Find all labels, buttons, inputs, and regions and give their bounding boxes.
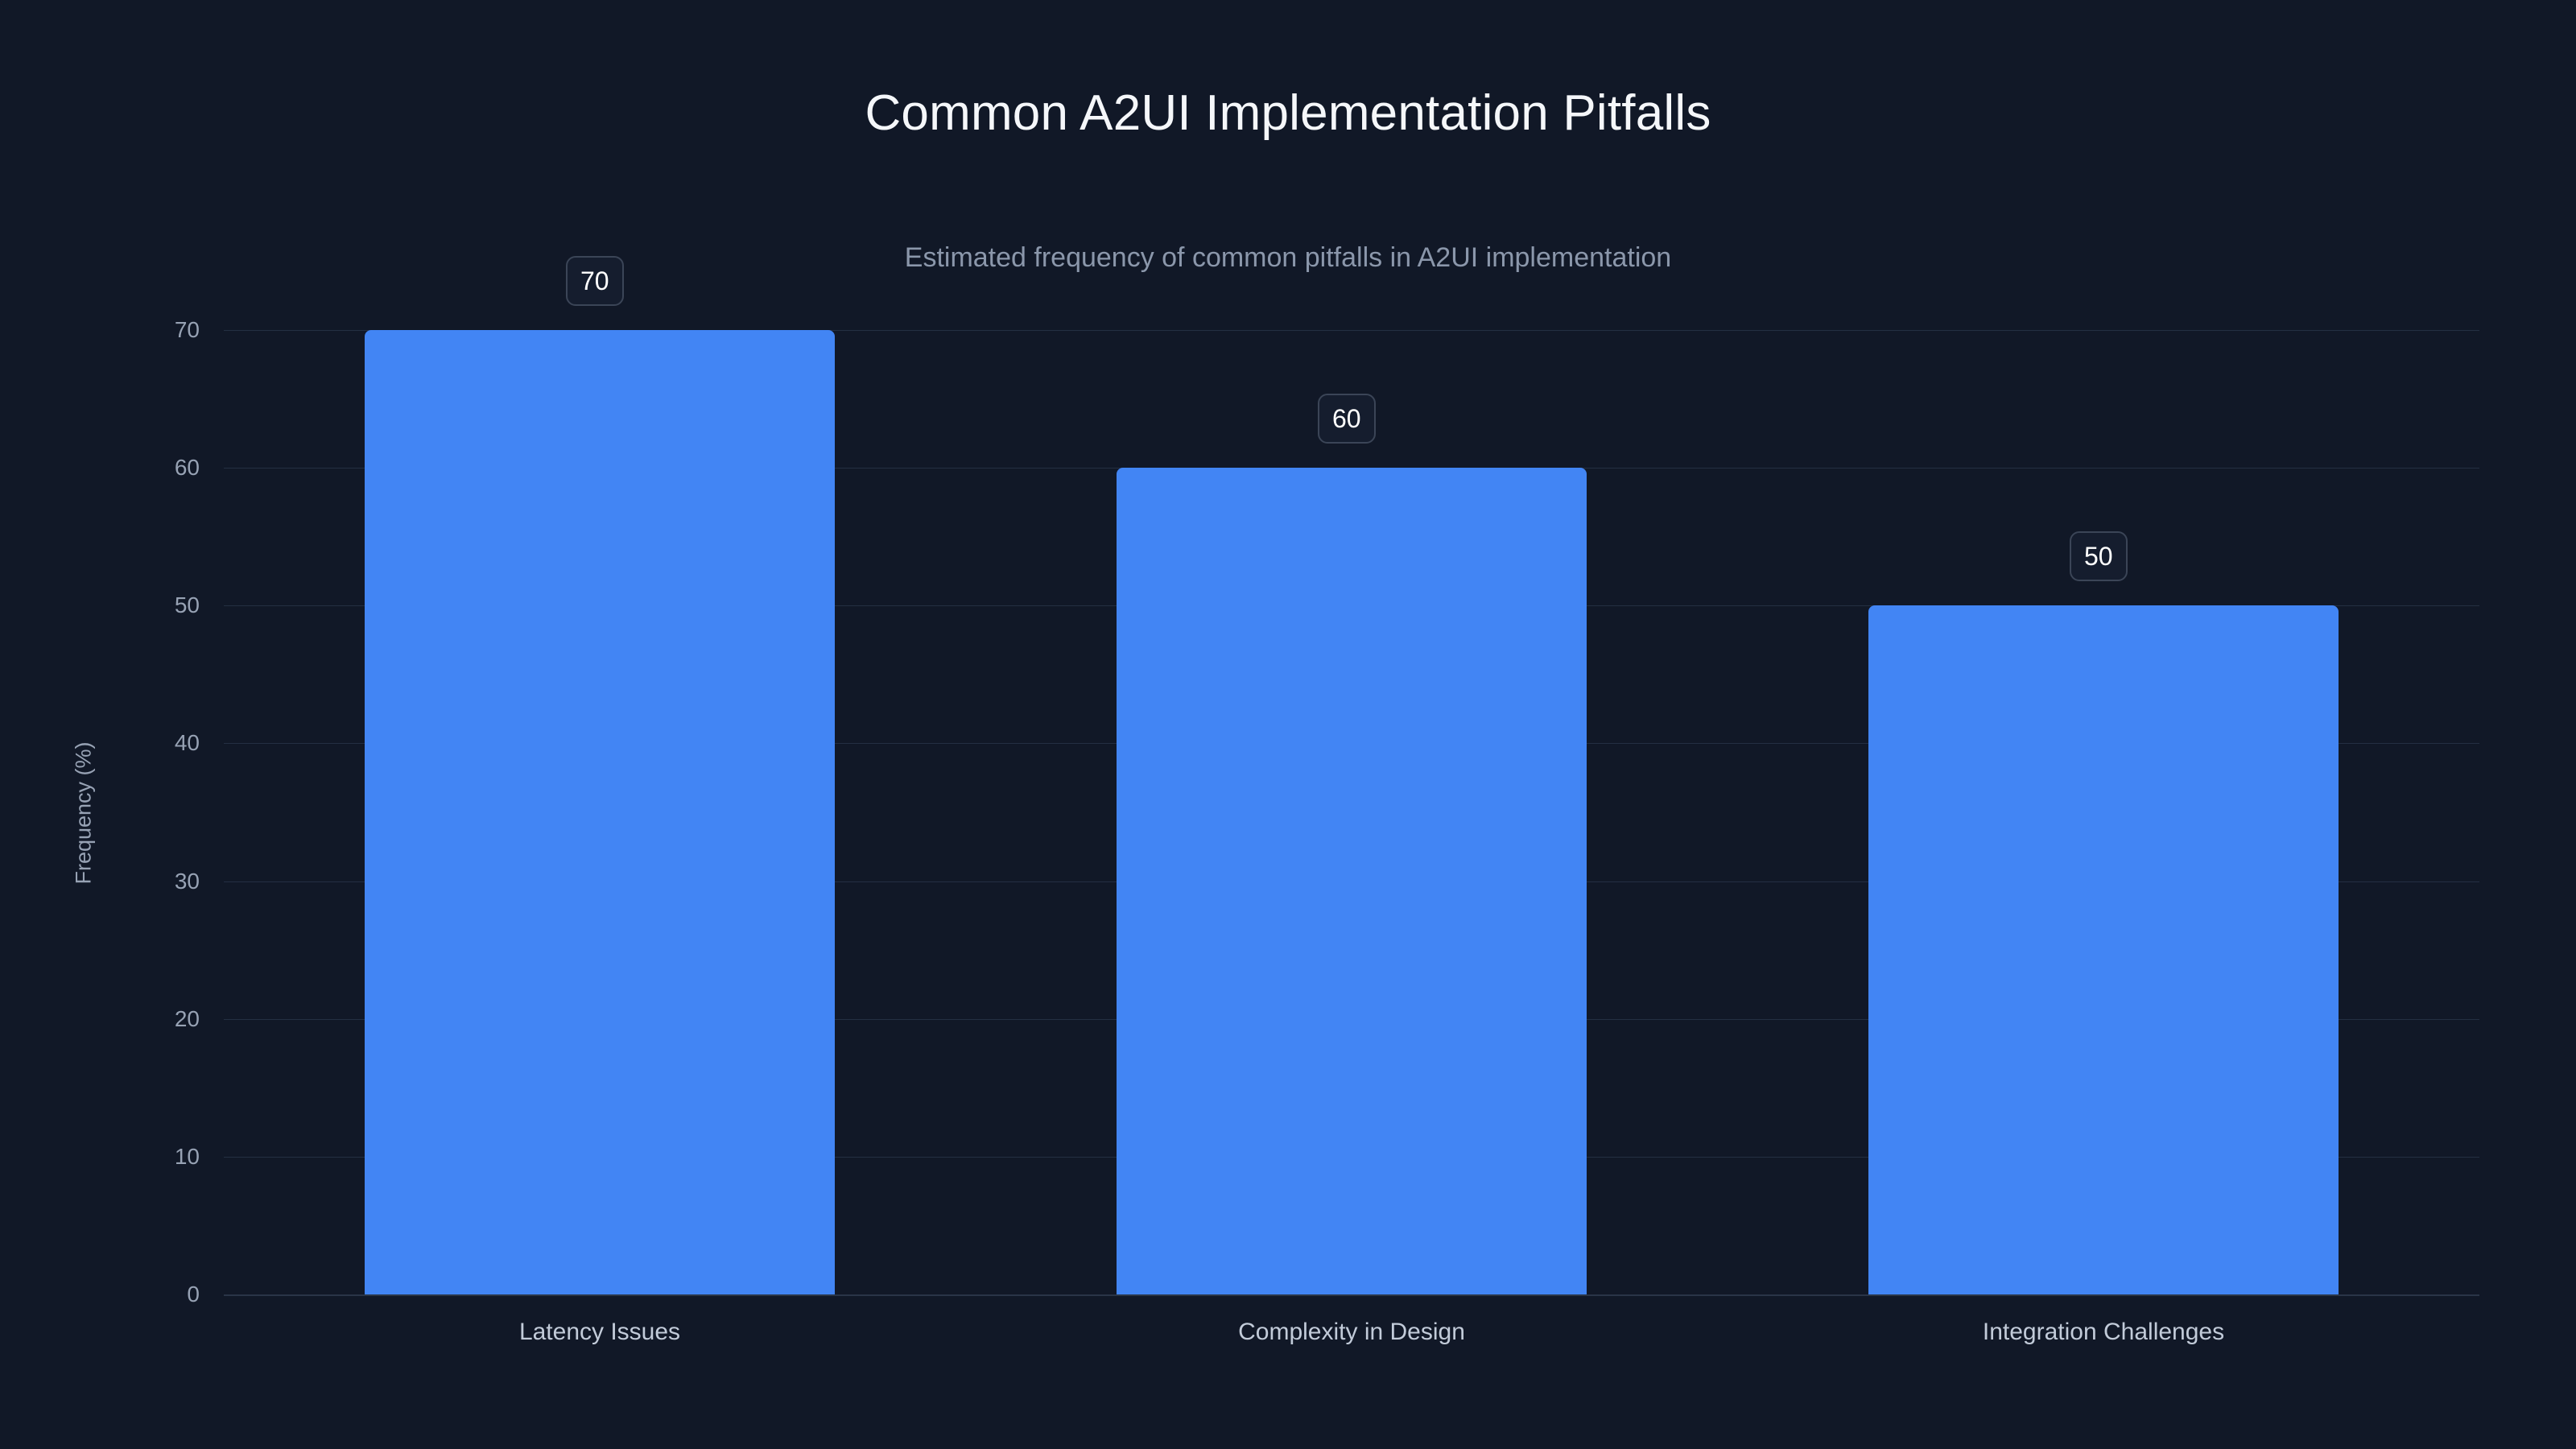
x-axis-category-label: Integration Challenges — [1982, 1319, 2225, 1345]
bar-value-badge: 60 — [1318, 394, 1376, 444]
y-axis-tick-label: 50 — [174, 592, 200, 618]
y-axis-tick-label: 0 — [187, 1282, 200, 1307]
y-axis-tick-label: 10 — [174, 1143, 200, 1169]
bar[interactable] — [1117, 468, 1587, 1294]
bar-value-badge: 70 — [566, 256, 624, 306]
x-axis-line — [224, 1294, 2479, 1296]
bar[interactable] — [1868, 605, 2339, 1294]
chart-title: Common A2UI Implementation Pitfalls — [865, 85, 1711, 141]
chart-subtitle: Estimated frequency of common pitfalls i… — [904, 242, 1672, 273]
y-axis-tick-label: 30 — [174, 868, 200, 894]
plot-area — [224, 330, 2479, 1295]
bar[interactable] — [365, 330, 835, 1294]
y-axis-tick-label: 40 — [174, 730, 200, 756]
y-axis-tick-label: 20 — [174, 1005, 200, 1031]
y-axis-title: Frequency (%) — [71, 741, 96, 885]
x-axis-category-label: Latency Issues — [518, 1319, 681, 1345]
bar-value-badge: 50 — [2070, 531, 2128, 582]
y-axis-tick-label: 70 — [174, 317, 200, 342]
x-axis-category-label: Complexity in Design — [1238, 1319, 1465, 1345]
y-axis-tick-label: 60 — [174, 455, 200, 481]
gridline — [224, 330, 2479, 331]
